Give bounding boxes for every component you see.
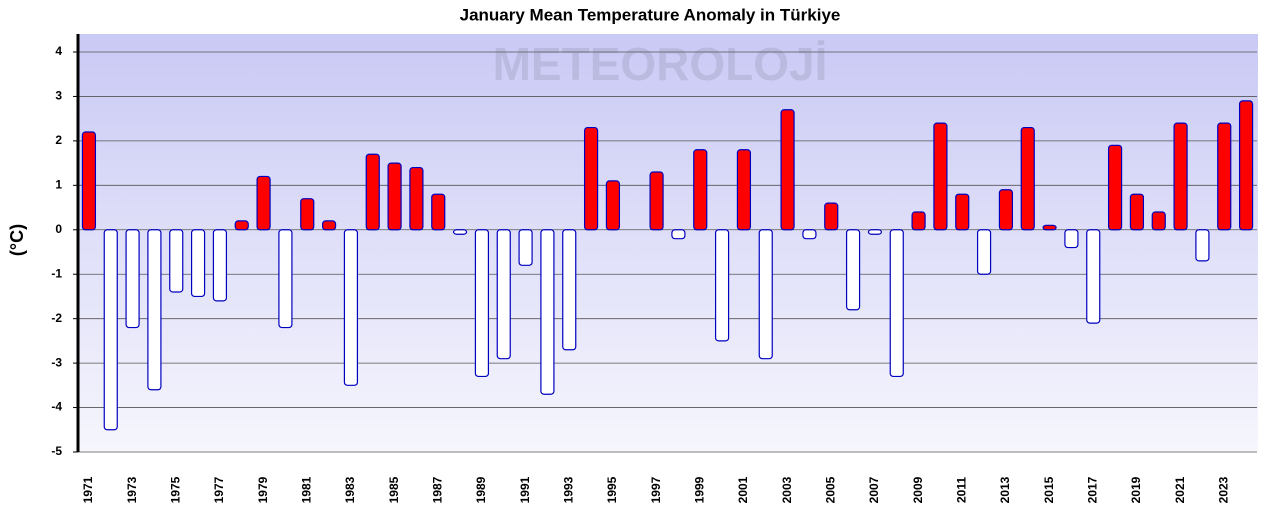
bar [606,181,619,230]
bar [1152,212,1165,230]
bar [104,230,117,430]
bar [737,150,750,230]
bar [213,230,226,301]
x-tick-label: 1983 [343,476,357,503]
x-tick-label: 2023 [1216,476,1230,503]
y-tick-label: 3 [55,89,62,103]
chart-title: January Mean Temperature Anomaly in Türk… [460,5,841,24]
bar [454,230,467,234]
bar [432,194,445,230]
bar [978,230,991,274]
bar [1240,101,1253,230]
x-tick-label: 1981 [299,476,313,503]
x-tick-label: 1995 [605,476,619,503]
x-tick-label: 1993 [561,476,575,503]
bar [301,199,314,230]
x-tick-label: 2013 [998,476,1012,503]
x-tick-label: 2003 [780,476,794,503]
x-tick-label: 1999 [692,476,706,503]
y-tick-label: -5 [51,444,62,458]
y-tick-label: 0 [55,222,62,236]
x-tick-label: 1989 [474,476,488,503]
bar [344,230,357,386]
x-tick-label: 1985 [387,476,401,503]
bar [148,230,161,390]
bar [1174,123,1187,230]
y-tick-label: -2 [51,311,62,325]
bar [716,230,729,341]
bar [1043,225,1056,229]
bar [585,128,598,230]
x-tick-label: 1971 [81,476,95,503]
x-tick-label: 2001 [736,476,750,503]
y-tick-label: 4 [55,44,62,58]
y-tick-label: -1 [51,266,62,280]
bar [1196,230,1209,261]
bar [781,110,794,230]
bar [803,230,816,239]
y-tick-label: -4 [51,400,62,414]
page: METEOROLOJİ January Mean Temperature Ano… [0,0,1271,516]
x-tick-label: 2009 [911,476,925,503]
bar [650,172,663,230]
bar [759,230,772,359]
x-tick-label: 1987 [430,476,444,503]
bar [694,150,707,230]
x-tick-label: 2007 [867,476,881,503]
bar [563,230,576,350]
bar [847,230,860,310]
x-tick-label: 1973 [125,476,139,503]
y-tick-label: 2 [55,133,62,147]
bar [235,221,248,230]
bar [475,230,488,377]
bar [410,168,423,230]
bar [868,230,881,234]
bar [956,194,969,230]
bar [1065,230,1078,248]
bar [192,230,205,297]
bar [541,230,554,394]
bar [126,230,139,328]
x-tick-label: 2017 [1085,476,1099,503]
watermark: METEOROLOJİ [493,38,828,90]
bar [1021,128,1034,230]
x-tick-label: 2005 [823,476,837,503]
bar [257,176,270,229]
x-tick-label: 1979 [256,476,270,503]
bar [279,230,292,328]
chart: METEOROLOJİ January Mean Temperature Ano… [0,0,1271,516]
bar [890,230,903,377]
y-tick-label: -3 [51,355,62,369]
bar [672,230,685,239]
bar [388,163,401,230]
x-tick-label: 2021 [1173,476,1187,503]
x-tick-label: 1977 [212,476,226,503]
bar [82,132,95,230]
x-tick-label: 1991 [518,476,532,503]
bar [1218,123,1231,230]
bar [170,230,183,292]
bar [519,230,532,266]
x-tick-label: 1975 [168,476,182,503]
x-tick-label: 2015 [1042,476,1056,503]
bar [323,221,336,230]
y-axis-label: (°C) [7,224,27,256]
bar [497,230,510,359]
bar [1130,194,1143,230]
bar [366,154,379,230]
bar [934,123,947,230]
bar [912,212,925,230]
bar [1109,145,1122,229]
bar [1087,230,1100,323]
x-tick-label: 2011 [954,477,968,503]
bar [999,190,1012,230]
bar [825,203,838,230]
x-tick-label: 2019 [1129,476,1143,503]
y-tick-label: 1 [55,178,62,192]
x-tick-label: 1997 [649,476,663,503]
